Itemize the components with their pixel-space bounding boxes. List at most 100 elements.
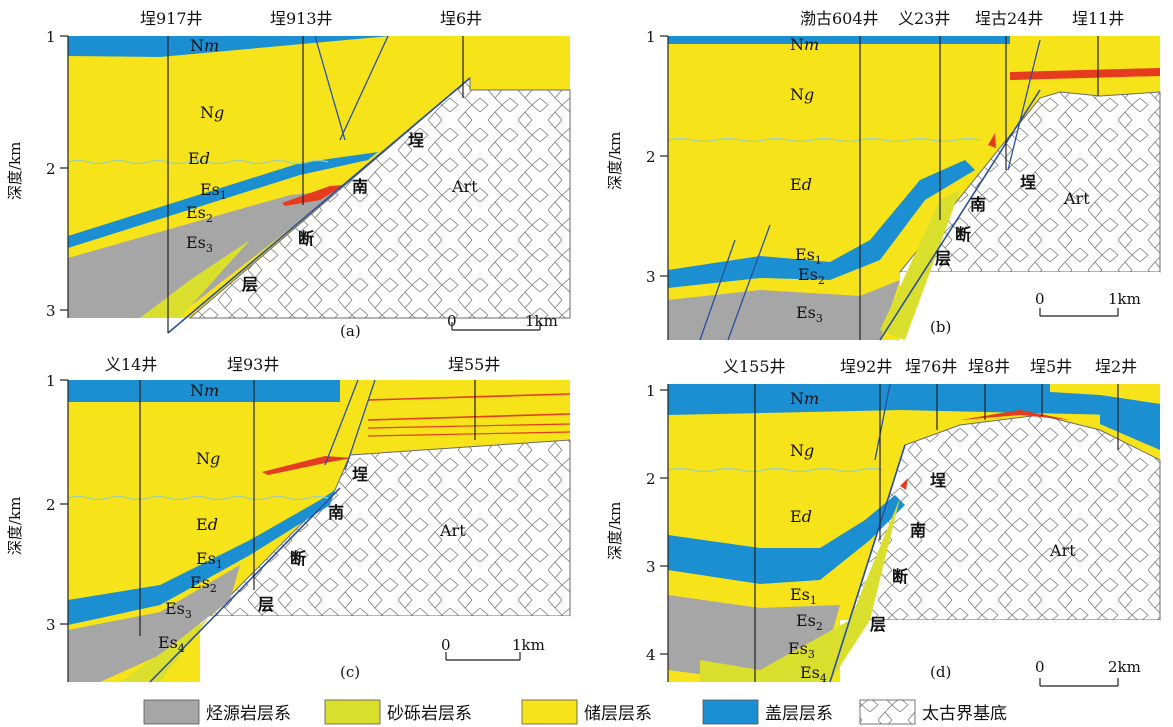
panel-b-well-2-label: 义23井 (898, 9, 950, 28)
panel-b-scale-len: 1km (1108, 290, 1141, 308)
panel-b-es3: Es3 (796, 303, 823, 325)
panel-b-fault-name-4: 层 (935, 249, 951, 268)
panel-d-ylabel: 深度/km (606, 502, 624, 560)
panel-a-art: Art (451, 177, 478, 196)
panel-d-fault-name-1: 埕 (930, 471, 946, 490)
panel-c-fault-name-4: 层 (258, 595, 274, 614)
panel-a-ng: Ng (200, 103, 224, 122)
panel-d-nm-cap-2 (1100, 395, 1160, 450)
panel-b-art: Art (1063, 189, 1090, 208)
panel-d-well-2-label: 埕92井 (840, 357, 892, 376)
panel-c-es3: Es3 (165, 599, 192, 621)
panel-c-cap-band (68, 490, 335, 625)
panel-c-nm-cap (68, 380, 340, 402)
panel-a-fault-name-1: 埕 (408, 131, 424, 150)
panel-c-well-2-label: 埕93井 (227, 355, 279, 374)
panel-b-es1: Es1 (795, 245, 822, 267)
panel-c-fault-2 (324, 379, 359, 466)
panel-b-fault-name-1: 埕 (1020, 173, 1036, 192)
panel-a-well-3-label: 埕6井 (440, 9, 482, 28)
panel-a-water-line (67, 159, 329, 165)
legend-swatch-sandstone (324, 699, 381, 725)
panel-d-oil (960, 410, 1070, 420)
panel-a-oil (282, 185, 345, 206)
legend-label-cap: 盖层层系 (765, 704, 833, 724)
panel-d-fault-2 (874, 383, 891, 461)
panel-a-fault-3 (339, 35, 389, 141)
panel-c-ed: Ed (196, 515, 218, 534)
panel-d-depth-4: 4 (646, 646, 656, 664)
panel-a-ylabel: 深度/km (6, 142, 24, 200)
panel-c-scale-len: 1km (512, 636, 545, 654)
panel-a-fault (167, 77, 471, 334)
panel-b-ylabel: 深度/km (606, 132, 624, 190)
panel-d-well-1-label: 义155井 (723, 357, 786, 376)
panel-b-oil (1010, 68, 1160, 80)
panel-b-source (668, 280, 900, 340)
panel-a-ed: Ed (188, 149, 210, 168)
panel-d-fault-name-2: 南 (910, 521, 926, 540)
panel-b-well-4-label: 埕11井 (1072, 9, 1124, 28)
panel-a-nm-cap (68, 36, 390, 57)
legend-label-source: 烃源岩层系 (206, 704, 291, 724)
panel-c-es1: Es1 (196, 549, 223, 571)
panel-b-depth-1: 1 (646, 28, 656, 46)
panel-a-cap-band (68, 152, 378, 248)
panel-b-nm-cap (668, 36, 1010, 44)
panel-a-well-1-label: 埕917井 (140, 9, 203, 28)
legend-swatch-source (143, 699, 200, 725)
panel-c-source (68, 565, 240, 682)
panel-a-depth-1: 1 (46, 28, 56, 46)
panel-d-nm-cap (668, 384, 1160, 416)
panel-b-ed: Ed (790, 175, 812, 194)
legend-label-basement: 太古界基底 (922, 704, 1007, 724)
panel-d-cap-band (668, 495, 905, 584)
panel-a-well-2-label: 埕913井 (270, 9, 333, 28)
panel-a-fault-name-2: 南 (352, 177, 368, 196)
panel-c-art: Art (439, 521, 466, 540)
panel-a-es2: Es2 (186, 203, 213, 225)
panel-c-scale-zero: 0 (441, 636, 451, 654)
panel-b-sand (880, 190, 960, 340)
panel-a-scale-zero: 0 (447, 312, 457, 330)
panel-c-fault (149, 487, 341, 683)
panel-c-oil (262, 456, 352, 475)
panel-b-well-3-label: 埕古24井 (975, 9, 1043, 28)
panel-c-es4: Es4 (158, 633, 185, 655)
panel-c-ylabel: 深度/km (6, 497, 24, 555)
panel-c-basement-bottom (200, 616, 570, 682)
panel-a-depth-2: 2 (46, 160, 56, 178)
panel-d-fault-name-3: 断 (892, 567, 908, 586)
legend-label-sandstone: 砂砾岩层系 (387, 704, 472, 724)
panel-b-fault-name-2: 南 (970, 195, 986, 214)
panel-d-es3: Es3 (788, 639, 815, 661)
panel-d: 义155井 埕92井 埕76井 埕8井 埕5井 埕2井 1 2 3 4 深度/k… (606, 357, 1161, 687)
panel-a-caption: (a) (340, 322, 361, 340)
panel-d-depth-3: 3 (646, 558, 656, 576)
panel-a-nm: Nm (190, 36, 219, 55)
panel-b-fault-3 (727, 224, 771, 341)
panel-d-well-3-label: 埕76井 (905, 357, 957, 376)
panel-b-scale-zero: 0 (1035, 290, 1045, 308)
panel-a-scale-len: 1km (525, 312, 558, 330)
panel-c: 义14井 埕93井 埕55井 1 2 3 深度/km Nm Ng Ed Es1 … (6, 355, 571, 683)
panel-d-basement (849, 414, 1161, 621)
panel-c-ng: Ng (196, 449, 220, 468)
panel-d-scale-zero: 0 (1035, 658, 1045, 676)
panel-c-fault-name-3: 断 (290, 549, 306, 568)
panel-d-es1: Es1 (790, 585, 817, 607)
panel-c-caption: (c) (340, 663, 360, 681)
panel-b-fault (879, 89, 1041, 341)
panel-d-depth-1: 1 (646, 382, 656, 400)
panel-b-oil-2 (988, 133, 996, 148)
panel-b-fault-2 (699, 239, 736, 341)
panel-a-es1: Es1 (200, 180, 227, 202)
panel-d-sand (700, 498, 900, 682)
panel-a-fault-name-3: 断 (298, 229, 314, 248)
panel-a-fault-2 (314, 35, 346, 141)
panel-d-fault (829, 444, 906, 683)
panel-d-well-6-label: 埕2井 (1095, 357, 1137, 376)
panel-c-fault-3 (344, 379, 376, 471)
panel-c-oil-4 (367, 431, 571, 437)
panel-a-depth-3: 3 (46, 302, 56, 320)
